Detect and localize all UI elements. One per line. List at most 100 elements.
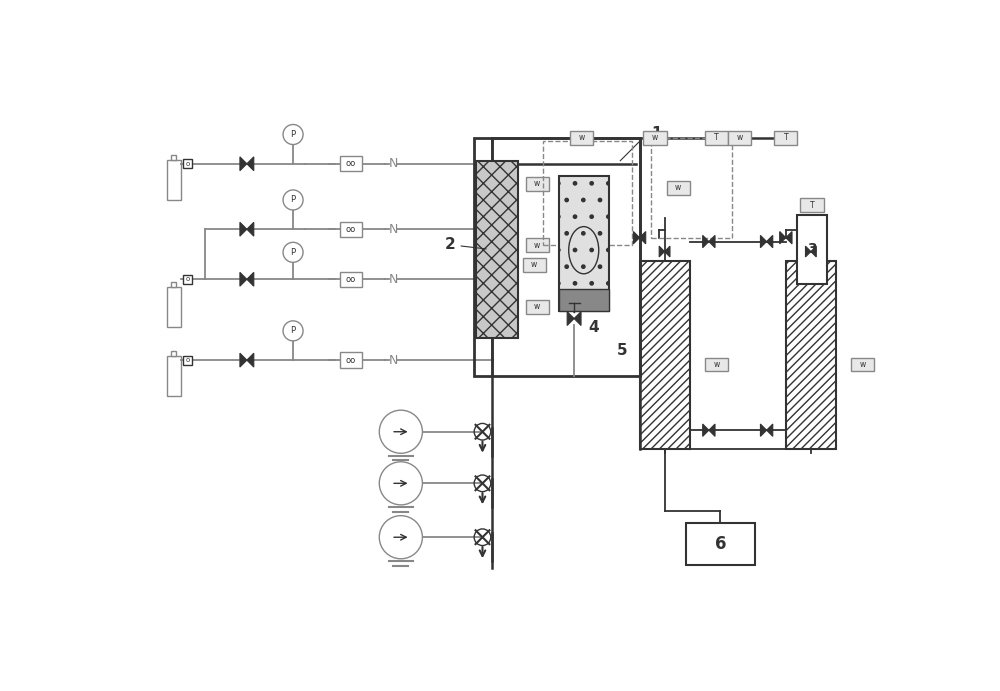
Circle shape <box>283 321 303 341</box>
Text: N: N <box>388 158 398 170</box>
Text: 5: 5 <box>616 343 627 358</box>
Polygon shape <box>240 272 247 286</box>
Bar <box>570 131 593 144</box>
Text: T: T <box>714 133 719 142</box>
Text: N: N <box>388 354 398 367</box>
Text: P: P <box>290 248 296 257</box>
Bar <box>526 300 549 314</box>
Bar <box>526 177 549 191</box>
Text: w: w <box>652 133 658 142</box>
Polygon shape <box>767 236 773 247</box>
Bar <box>340 156 362 171</box>
Text: w: w <box>531 260 537 269</box>
Circle shape <box>379 462 422 505</box>
Text: oo: oo <box>346 356 356 365</box>
Bar <box>171 351 176 357</box>
Bar <box>526 238 549 252</box>
Bar <box>340 352 362 368</box>
Polygon shape <box>240 157 247 171</box>
Text: P: P <box>290 130 296 139</box>
Text: T: T <box>784 133 788 142</box>
Bar <box>167 160 181 200</box>
Text: o: o <box>185 276 190 282</box>
Text: P: P <box>290 196 296 205</box>
Bar <box>774 131 797 144</box>
Bar <box>476 161 518 338</box>
Text: w: w <box>675 183 681 192</box>
Polygon shape <box>760 424 767 436</box>
Polygon shape <box>247 272 254 286</box>
Polygon shape <box>786 231 792 244</box>
Text: 1: 1 <box>651 126 662 140</box>
Text: w: w <box>579 133 585 142</box>
Text: o: o <box>185 357 190 363</box>
Polygon shape <box>760 236 767 247</box>
Polygon shape <box>633 231 640 244</box>
Bar <box>851 358 874 372</box>
Polygon shape <box>709 424 715 436</box>
Bar <box>183 274 192 284</box>
Bar <box>167 357 181 397</box>
Bar <box>543 142 632 245</box>
Bar <box>183 159 192 169</box>
Polygon shape <box>240 353 247 367</box>
Bar <box>523 258 546 272</box>
Bar <box>728 131 751 144</box>
Polygon shape <box>767 424 773 436</box>
Polygon shape <box>665 246 670 257</box>
Circle shape <box>379 410 422 453</box>
Circle shape <box>283 190 303 210</box>
Polygon shape <box>247 157 254 171</box>
Text: oo: oo <box>346 159 356 169</box>
Bar <box>171 281 176 287</box>
Text: w: w <box>534 179 540 188</box>
Bar <box>786 261 836 449</box>
Text: N: N <box>388 223 398 236</box>
Text: 3: 3 <box>807 243 817 256</box>
Bar <box>559 176 609 311</box>
Polygon shape <box>659 246 665 257</box>
Bar <box>340 222 362 237</box>
Bar <box>183 355 192 365</box>
Bar <box>167 287 181 327</box>
Text: 2: 2 <box>445 237 486 252</box>
Bar <box>705 131 728 144</box>
Polygon shape <box>240 223 247 236</box>
Text: w: w <box>737 133 743 142</box>
Bar <box>640 261 690 449</box>
Text: w: w <box>713 360 720 369</box>
Bar <box>800 198 824 212</box>
Polygon shape <box>780 231 786 244</box>
Bar <box>666 181 690 195</box>
Bar <box>686 522 755 565</box>
Polygon shape <box>247 223 254 236</box>
Text: 6: 6 <box>715 535 726 553</box>
Text: oo: oo <box>346 275 356 284</box>
Polygon shape <box>640 231 646 244</box>
Circle shape <box>283 243 303 263</box>
Polygon shape <box>703 236 709 247</box>
Polygon shape <box>709 236 715 247</box>
Polygon shape <box>574 312 581 325</box>
Polygon shape <box>567 312 574 325</box>
Text: 4: 4 <box>588 320 599 334</box>
Bar <box>559 290 609 311</box>
Bar <box>797 215 827 284</box>
Bar <box>340 272 362 287</box>
Polygon shape <box>703 424 709 436</box>
Polygon shape <box>811 246 816 257</box>
Text: oo: oo <box>346 225 356 234</box>
Text: N: N <box>388 273 398 286</box>
Text: w: w <box>534 303 540 312</box>
Text: w: w <box>534 241 540 250</box>
Text: P: P <box>290 326 296 335</box>
Polygon shape <box>805 246 811 257</box>
Bar <box>643 131 667 144</box>
Circle shape <box>379 515 422 559</box>
Text: w: w <box>860 360 866 369</box>
Circle shape <box>283 124 303 144</box>
Text: T: T <box>810 201 814 210</box>
Bar <box>171 155 176 160</box>
Bar <box>705 358 728 372</box>
Polygon shape <box>247 353 254 367</box>
